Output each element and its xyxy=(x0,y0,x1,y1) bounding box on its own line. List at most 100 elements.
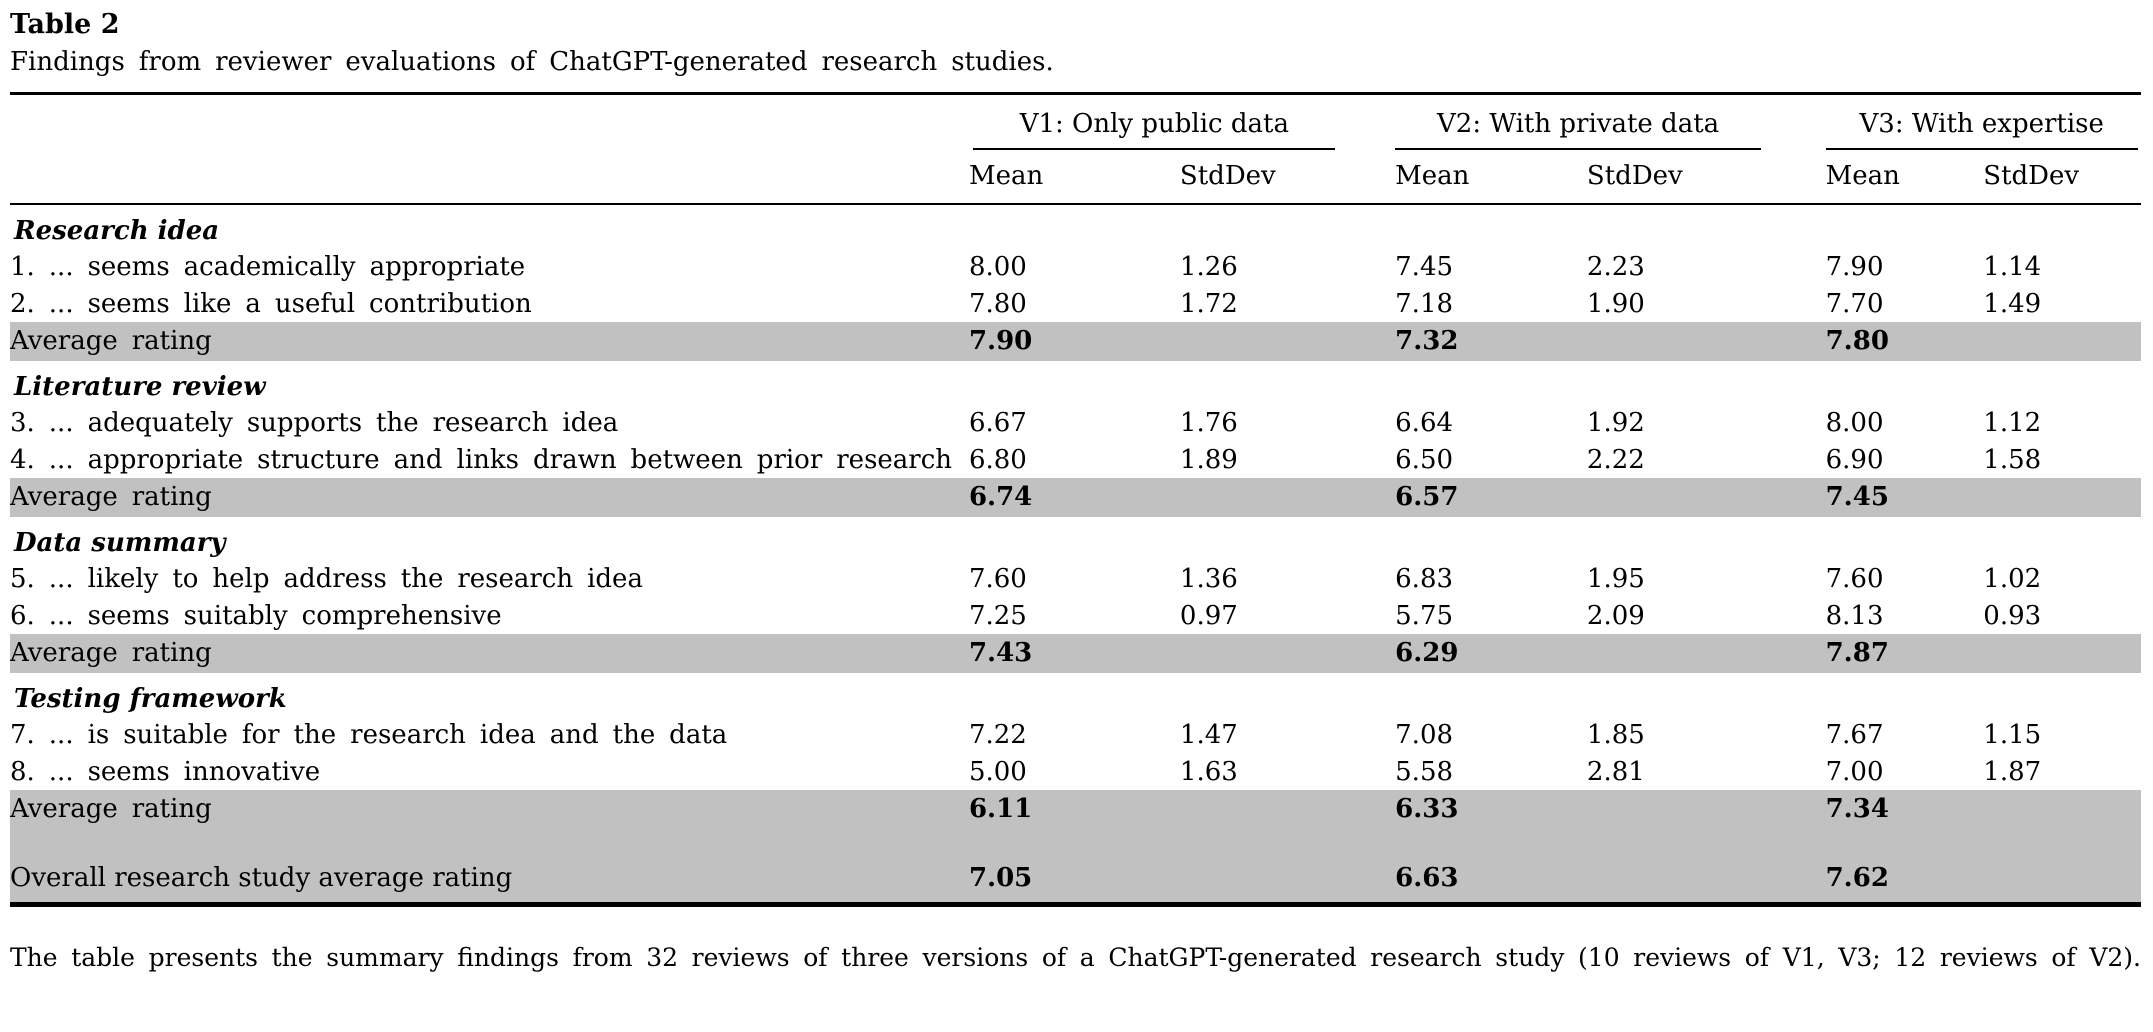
column-group-v2: V2: With private data xyxy=(1395,93,1825,150)
column-subheader-row: Mean StdDev Mean StdDev Mean StdDev xyxy=(10,149,2141,205)
item-label: 4. ... appropriate structure and links d… xyxy=(10,444,953,475)
value-cell: 2.22 xyxy=(1586,444,1645,475)
column-group-v1-label: V1: Only public data xyxy=(1019,108,1289,139)
average-label: Average rating xyxy=(10,633,969,673)
item-label: 8. ... seems innovative xyxy=(10,756,321,787)
empty-stddev-cell xyxy=(1179,321,1396,361)
column-group-v2-label: V2: With private data xyxy=(1437,108,1720,139)
value-cell: 1.89 xyxy=(1179,444,1238,475)
value-cell: 2.23 xyxy=(1586,251,1645,282)
value-cell: 7.25 xyxy=(968,600,1027,631)
section-header-row: Research idea xyxy=(10,204,2141,248)
col-header-v2-mean: Mean xyxy=(1395,149,1587,205)
value-cell: 1.85 xyxy=(1586,719,1645,750)
average-label: Average rating xyxy=(10,477,969,517)
value-cell: 8.13 xyxy=(1825,600,1884,631)
value-cell: 7.80 xyxy=(968,288,1027,319)
table-body: Research idea 1. ... seems academically a… xyxy=(10,204,2141,902)
item-label: 6. ... seems suitably comprehensive xyxy=(10,600,502,631)
item-row: 7. ... is suitable for the research idea… xyxy=(10,716,2141,753)
item-label: 1. ... seems academically appropriate xyxy=(10,251,526,282)
empty-stddev-cell xyxy=(1179,854,1396,902)
value-cell: 0.93 xyxy=(1983,600,2042,631)
empty-stddev-cell xyxy=(1179,789,1396,829)
col-header-v1-mean: Mean xyxy=(968,149,1180,205)
overall-label: Overall research study average rating xyxy=(10,854,969,902)
value-cell: 1.63 xyxy=(1179,756,1238,787)
average-value: 7.43 xyxy=(968,633,1180,673)
value-cell: 1.15 xyxy=(1983,719,2042,750)
value-cell: 1.95 xyxy=(1586,563,1645,594)
value-cell: 5.75 xyxy=(1395,600,1454,631)
value-cell: 2.09 xyxy=(1586,600,1645,631)
col-header-v3-mean: Mean xyxy=(1825,149,1984,205)
column-group-v3-label: V3: With expertise xyxy=(1859,108,2104,139)
value-cell: 2.81 xyxy=(1586,756,1645,787)
highlight-spacer-row xyxy=(10,828,2141,855)
average-value: 7.32 xyxy=(1395,321,1587,361)
section-header-row: Literature review xyxy=(10,361,2141,404)
value-cell: 1.14 xyxy=(1983,251,2042,282)
findings-table: V1: Only public data V2: With private da… xyxy=(10,91,2141,902)
average-value: 7.80 xyxy=(1825,321,1984,361)
value-cell: 1.47 xyxy=(1179,719,1238,750)
value-cell: 1.76 xyxy=(1179,407,1238,438)
empty-stddev-cell xyxy=(1983,321,2141,361)
value-cell: 7.70 xyxy=(1825,288,1884,319)
value-cell: 1.36 xyxy=(1179,563,1238,594)
empty-stddev-cell xyxy=(1983,477,2141,517)
average-label: Average rating xyxy=(10,789,969,829)
value-cell: 7.00 xyxy=(1825,756,1884,787)
col-header-v2-stddev: StdDev xyxy=(1586,149,1826,205)
empty-stddev-cell xyxy=(1983,789,2141,829)
item-label: 7. ... is suitable for the research idea… xyxy=(10,719,728,750)
column-group-v3: V3: With expertise xyxy=(1825,93,2141,150)
average-row: Average rating 7.90 7.32 7.80 xyxy=(10,321,2141,361)
item-row: 6. ... seems suitably comprehensive 7.25 0… xyxy=(10,597,2141,634)
average-value: 7.34 xyxy=(1825,789,1984,829)
average-value: 6.29 xyxy=(1395,633,1587,673)
value-cell: 7.60 xyxy=(968,563,1027,594)
average-value: 7.90 xyxy=(968,321,1180,361)
empty-stddev-cell xyxy=(1983,854,2141,902)
value-cell: 5.58 xyxy=(1395,756,1454,787)
section-title: Testing framework xyxy=(14,683,287,714)
table-bottom-rule xyxy=(10,901,2141,907)
value-cell: 5.00 xyxy=(968,756,1027,787)
value-cell: 7.45 xyxy=(1395,251,1454,282)
value-cell: 1.90 xyxy=(1586,288,1645,319)
average-value: 7.87 xyxy=(1825,633,1984,673)
value-cell: 1.72 xyxy=(1179,288,1238,319)
value-cell: 1.49 xyxy=(1983,288,2042,319)
section-header-row: Testing framework xyxy=(10,673,2141,716)
section-header-row: Data summary xyxy=(10,517,2141,560)
average-value: 6.57 xyxy=(1395,477,1587,517)
empty-stddev-cell xyxy=(1586,321,1826,361)
value-cell: 1.58 xyxy=(1983,444,2042,475)
empty-stddev-cell xyxy=(1586,789,1826,829)
spacer-cell xyxy=(10,828,2141,855)
item-row: 5. ... likely to help address the resear… xyxy=(10,560,2141,597)
average-row: Average rating 6.11 6.33 7.34 xyxy=(10,789,2141,829)
average-value: 6.11 xyxy=(968,789,1180,829)
value-cell: 8.00 xyxy=(1825,407,1884,438)
value-cell: 1.12 xyxy=(1983,407,2042,438)
value-cell: 6.50 xyxy=(1395,444,1454,475)
value-cell: 6.90 xyxy=(1825,444,1884,475)
empty-subheader-cell xyxy=(10,149,969,205)
item-row: 2. ... seems like a useful contribution 7… xyxy=(10,285,2141,322)
value-cell: 7.90 xyxy=(1825,251,1884,282)
value-cell: 7.18 xyxy=(1395,288,1454,319)
value-cell: 8.00 xyxy=(968,251,1027,282)
value-cell: 1.26 xyxy=(1179,251,1238,282)
average-label: Average rating xyxy=(10,321,969,361)
col-header-v1-stddev: StdDev xyxy=(1179,149,1396,205)
column-group-v1-underline: V1: Only public data xyxy=(973,108,1336,150)
overall-value: 7.62 xyxy=(1825,854,1984,902)
column-group-v3-underline: V3: With expertise xyxy=(1825,108,2138,150)
empty-stddev-cell xyxy=(1983,633,2141,673)
section-title: Data summary xyxy=(14,527,226,558)
column-group-v2-underline: V2: With private data xyxy=(1395,108,1762,150)
empty-stddev-cell xyxy=(1586,477,1826,517)
